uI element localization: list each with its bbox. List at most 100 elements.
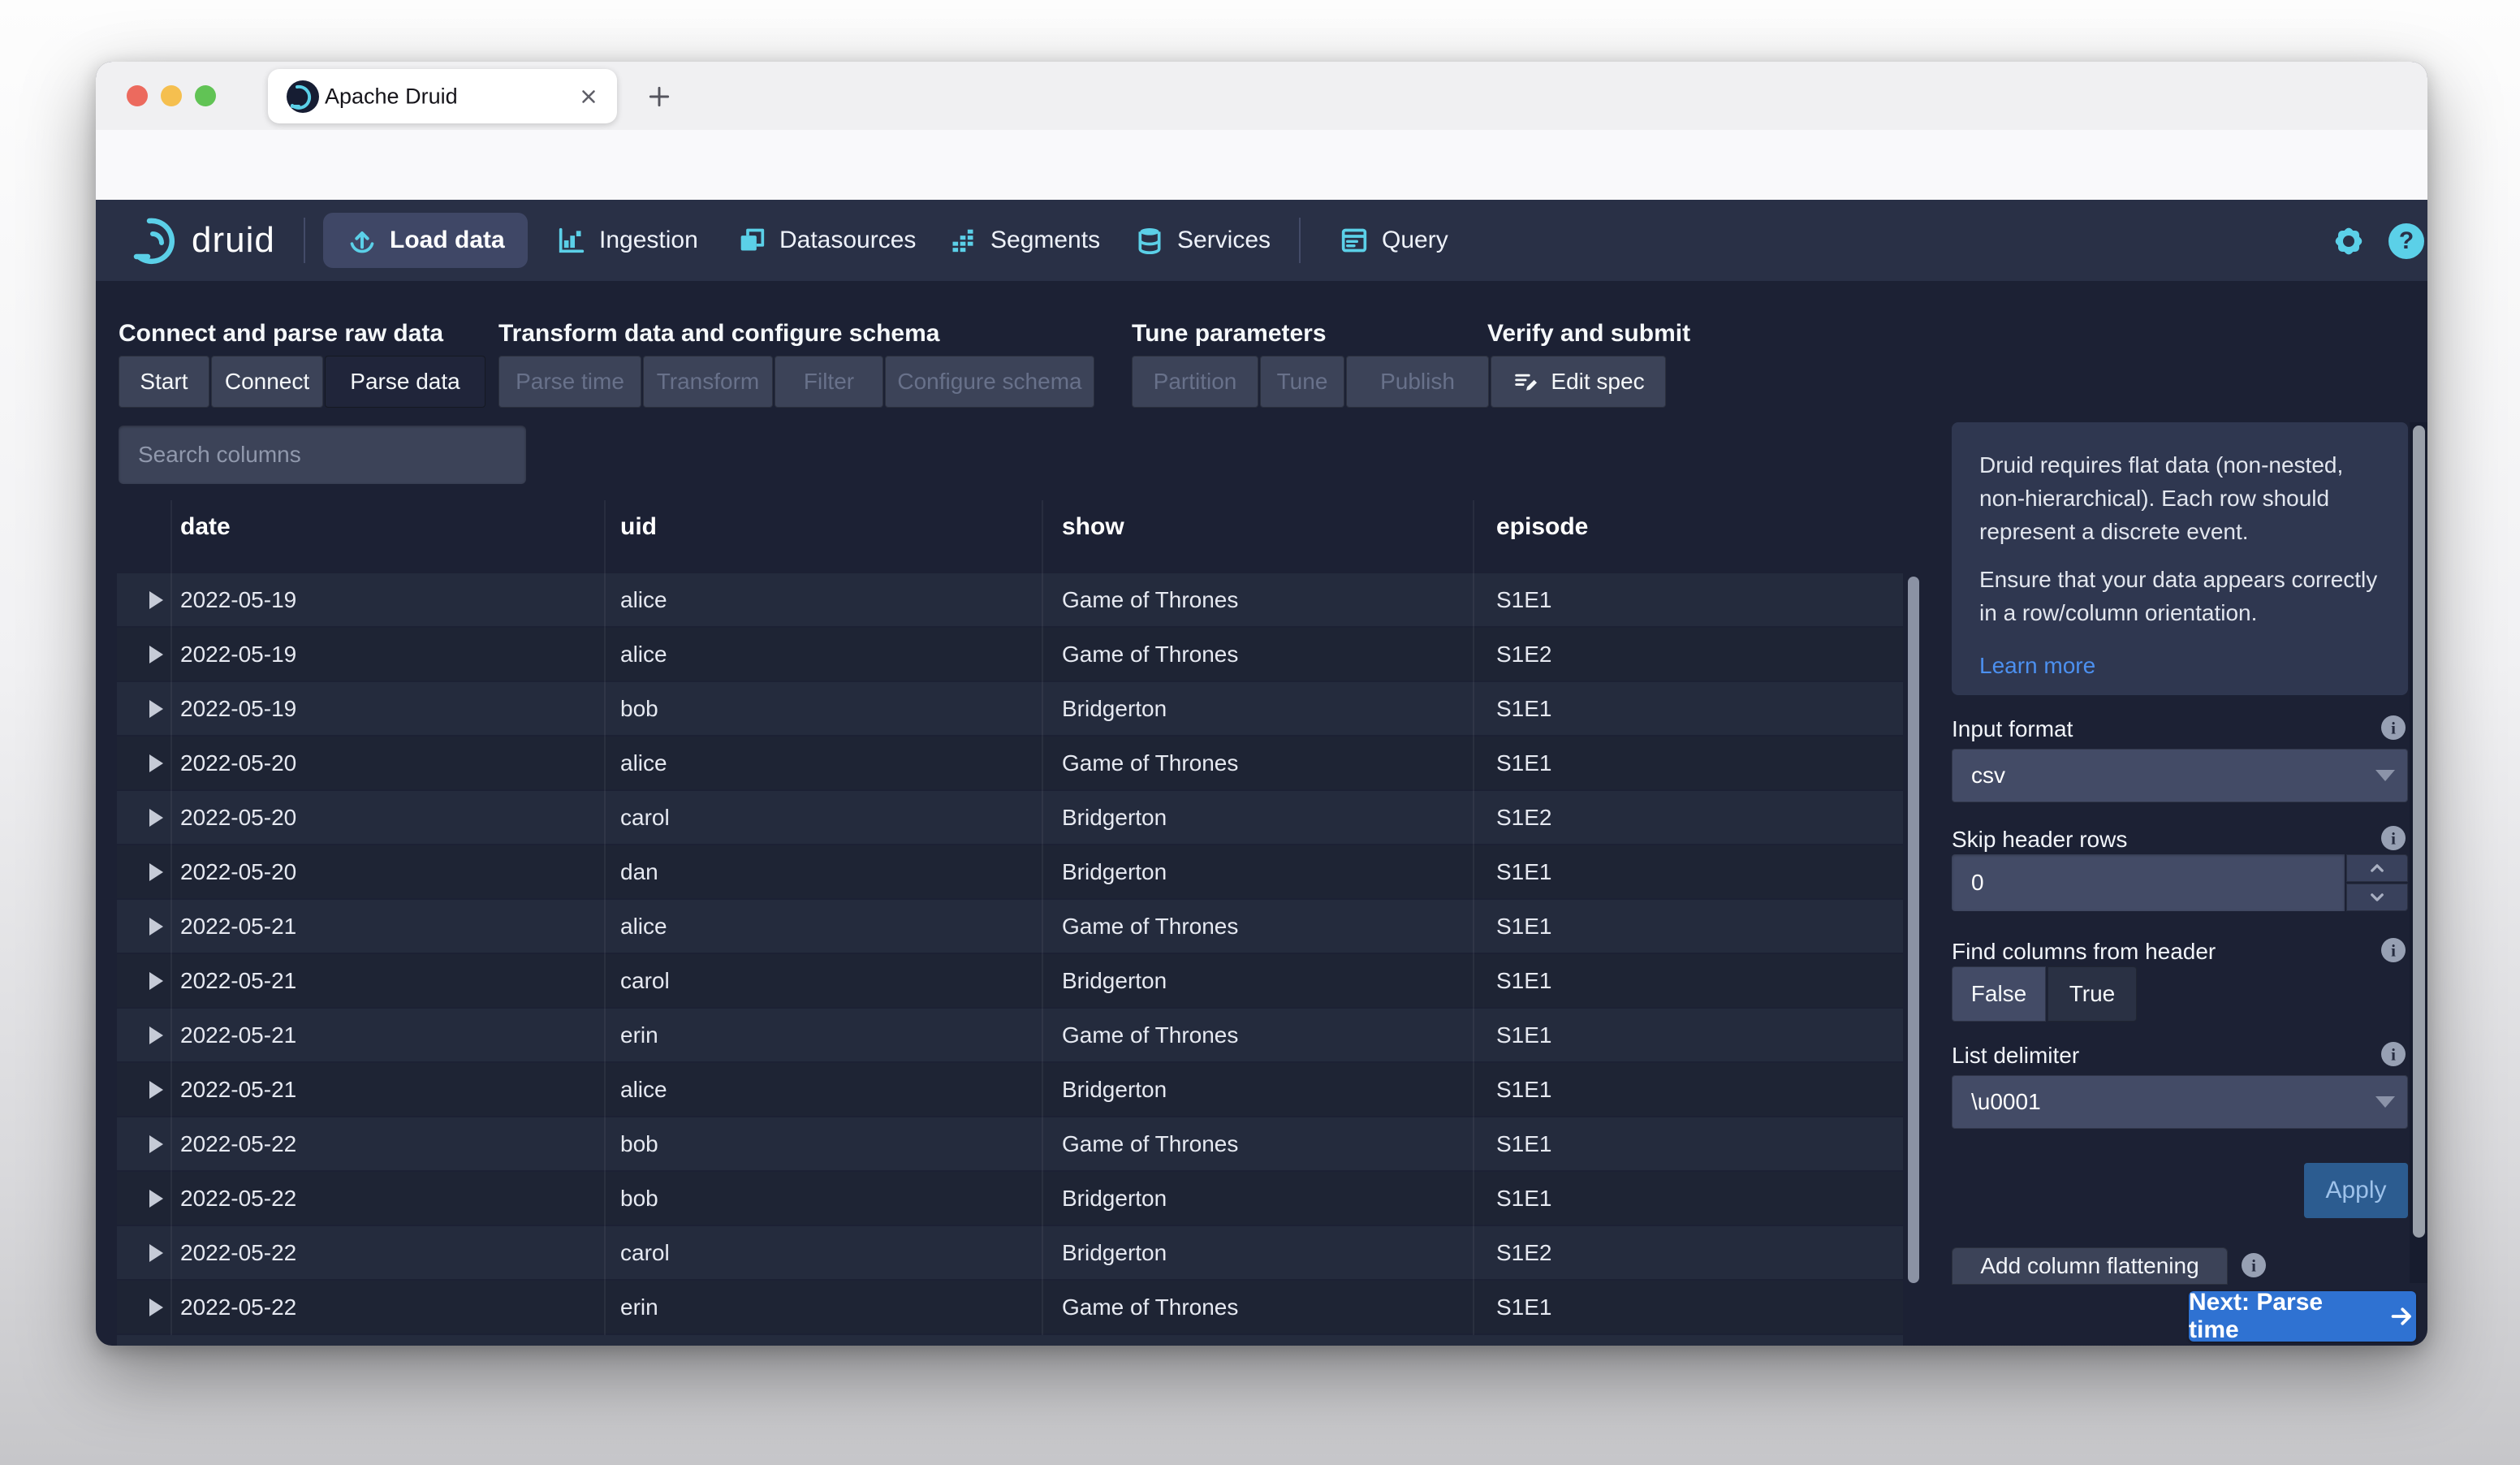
services-icon — [1138, 228, 1161, 255]
table-row[interactable]: 2022-05-21 alice Game of Thrones S1E1 — [117, 900, 1903, 953]
new-tab-icon[interactable] — [646, 84, 672, 110]
table-row[interactable]: 2022-05-21 erin Game of Thrones S1E1 — [117, 1009, 1903, 1061]
panel-scrollbar-thumb[interactable] — [2413, 426, 2425, 1238]
step-button-edit-spec[interactable]: Edit spec — [1491, 356, 1666, 408]
stepper-decrement-button[interactable] — [2346, 884, 2408, 911]
table-row[interactable]: 2022-05-21 alice Bridgerton S1E1 — [117, 1063, 1903, 1116]
cell-uid: carol — [620, 967, 670, 993]
table-row[interactable]: 2022-05-19 bob Bridgerton S1E1 — [117, 682, 1903, 735]
table-row[interactable]: 2022-05-20 carol Bridgerton S1E2 — [117, 791, 1903, 844]
table-row[interactable]: 2022-05-22 bob Game of Thrones S1E1 — [117, 1117, 1903, 1170]
cell-uid: alice — [620, 750, 667, 776]
expand-row-icon[interactable] — [149, 1298, 163, 1316]
svg-text:i: i — [2391, 829, 2396, 849]
minimize-window-button[interactable] — [161, 85, 182, 106]
step-button-configure-schema[interactable]: Configure schema — [885, 356, 1094, 408]
chevron-up-icon — [2371, 864, 2384, 872]
step-button-filter[interactable]: Filter — [775, 356, 883, 408]
step-button-parse-data[interactable]: Parse data — [325, 356, 485, 408]
cell-show: Bridgerton — [1062, 804, 1167, 830]
nav-item-services[interactable]: Services — [1133, 200, 1271, 281]
cell-date: 2022-05-22 — [180, 1185, 297, 1211]
cell-episode: S1E1 — [1496, 1076, 1552, 1102]
table-scrollbar[interactable] — [1908, 577, 1919, 1283]
tab-bar: Apache Druid — [96, 62, 2427, 130]
nav-item-load-data[interactable]: Load data — [323, 213, 528, 268]
info-icon[interactable]: i — [2239, 1251, 2268, 1280]
cell-episode: S1E1 — [1496, 695, 1552, 721]
search-columns-input[interactable] — [119, 426, 526, 484]
cell-date: 2022-05-21 — [180, 913, 297, 939]
expand-row-icon[interactable] — [149, 808, 163, 827]
browser-toolbar: localhost:8888/unified-console.html#load… — [96, 130, 2427, 258]
skip-header-rows-input[interactable]: 0 — [1952, 854, 2345, 911]
step-button-tune[interactable]: Tune — [1260, 356, 1344, 408]
browser-tab[interactable]: Apache Druid — [268, 69, 617, 123]
table-row[interactable]: 2022-05-22 carol Bridgerton S1E2 — [117, 1226, 1903, 1279]
step-button-publish[interactable]: Publish — [1346, 356, 1489, 408]
chevron-down-icon — [2371, 893, 2384, 901]
help-icon[interactable]: ? — [2387, 222, 2426, 261]
table-row[interactable]: 2022-05-22 bob Bridgerton S1E1 — [117, 1172, 1903, 1225]
close-window-button[interactable] — [127, 85, 148, 106]
find-columns-false-button[interactable]: False — [1952, 966, 2046, 1022]
info-icon[interactable]: i — [2379, 823, 2408, 853]
nav-item-segments[interactable]: Segments — [947, 200, 1100, 281]
settings-gear-icon[interactable] — [2330, 223, 2367, 260]
step-button-connect[interactable]: Connect — [211, 356, 323, 408]
cell-episode: S1E1 — [1496, 858, 1552, 884]
column-header-episode[interactable]: episode — [1496, 513, 1589, 540]
apply-button[interactable]: Apply — [2304, 1163, 2408, 1218]
expand-row-icon[interactable] — [149, 917, 163, 936]
stepper-increment-button[interactable] — [2346, 854, 2408, 882]
info-icon[interactable]: i — [2379, 936, 2408, 965]
zoom-window-button[interactable] — [195, 85, 216, 106]
table-row[interactable]: 2022-05-20 alice Game of Thrones S1E1 — [117, 737, 1903, 789]
learn-more-link[interactable]: Learn more — [1979, 653, 2096, 678]
add-column-flattening-button[interactable]: Add column flattening — [1952, 1247, 2228, 1285]
expand-row-icon[interactable] — [149, 1134, 163, 1153]
table-row[interactable]: 2022-05-19 alice Game of Thrones S1E1 — [117, 573, 1903, 626]
step-button-partition[interactable]: Partition — [1132, 356, 1258, 408]
step-button-transform[interactable]: Transform — [643, 356, 773, 408]
cell-episode: S1E1 — [1496, 750, 1552, 776]
step-button-start[interactable]: Start — [119, 356, 209, 408]
nav-item-datasources[interactable]: Datasources — [736, 200, 916, 281]
expand-row-icon[interactable] — [149, 699, 163, 718]
column-header-uid[interactable]: uid — [620, 513, 657, 540]
expand-row-icon[interactable] — [149, 590, 163, 609]
table-row[interactable]: 2022-05-21 carol Bridgerton S1E1 — [117, 954, 1903, 1007]
druid-navbar: druid Load data Ingestion Datasourc — [96, 200, 2427, 281]
info-icon[interactable]: i — [2379, 1039, 2408, 1069]
find-columns-true-button[interactable]: True — [2048, 966, 2137, 1022]
nav-item-label: Query — [1382, 227, 1448, 253]
table-row[interactable]: 2022-05-20 dan Bridgerton S1E1 — [117, 845, 1903, 898]
table-row[interactable]: 2022-05-19 alice Game of Thrones S1E2 — [117, 628, 1903, 681]
expand-row-icon[interactable] — [149, 1243, 163, 1262]
arrow-right-icon — [2391, 1307, 2411, 1325]
column-header-show[interactable]: show — [1062, 513, 1124, 540]
close-tab-icon[interactable] — [578, 86, 599, 107]
input-format-select[interactable]: csv — [1952, 749, 2408, 802]
list-delimiter-select[interactable]: \u0001 — [1952, 1075, 2408, 1129]
next-parse-time-button[interactable]: Next: Parse time — [2189, 1289, 2416, 1343]
expand-row-icon[interactable] — [149, 645, 163, 663]
step-group-title: Connect and parse raw data — [119, 320, 444, 347]
nav-item-query[interactable]: Query — [1338, 200, 1448, 281]
nav-item-label: Ingestion — [599, 227, 698, 253]
expand-row-icon[interactable] — [149, 862, 163, 881]
column-header-date[interactable]: date — [180, 513, 231, 540]
table-row[interactable]: 2022-05-22 erin Game of Thrones S1E1 — [117, 1281, 1903, 1333]
step-button-parse-time[interactable]: Parse time — [498, 356, 641, 408]
cell-date: 2022-05-22 — [180, 1294, 297, 1320]
cell-uid: carol — [620, 1239, 670, 1265]
expand-row-icon[interactable] — [149, 1189, 163, 1208]
expand-row-icon[interactable] — [149, 1026, 163, 1044]
expand-row-icon[interactable] — [149, 1080, 163, 1099]
cell-show: Bridgerton — [1062, 967, 1167, 993]
expand-row-icon[interactable] — [149, 754, 163, 772]
expand-row-icon[interactable] — [149, 971, 163, 990]
nav-item-ingestion[interactable]: Ingestion — [555, 200, 698, 281]
cell-episode: S1E1 — [1496, 1130, 1552, 1156]
info-icon[interactable]: i — [2379, 713, 2408, 742]
